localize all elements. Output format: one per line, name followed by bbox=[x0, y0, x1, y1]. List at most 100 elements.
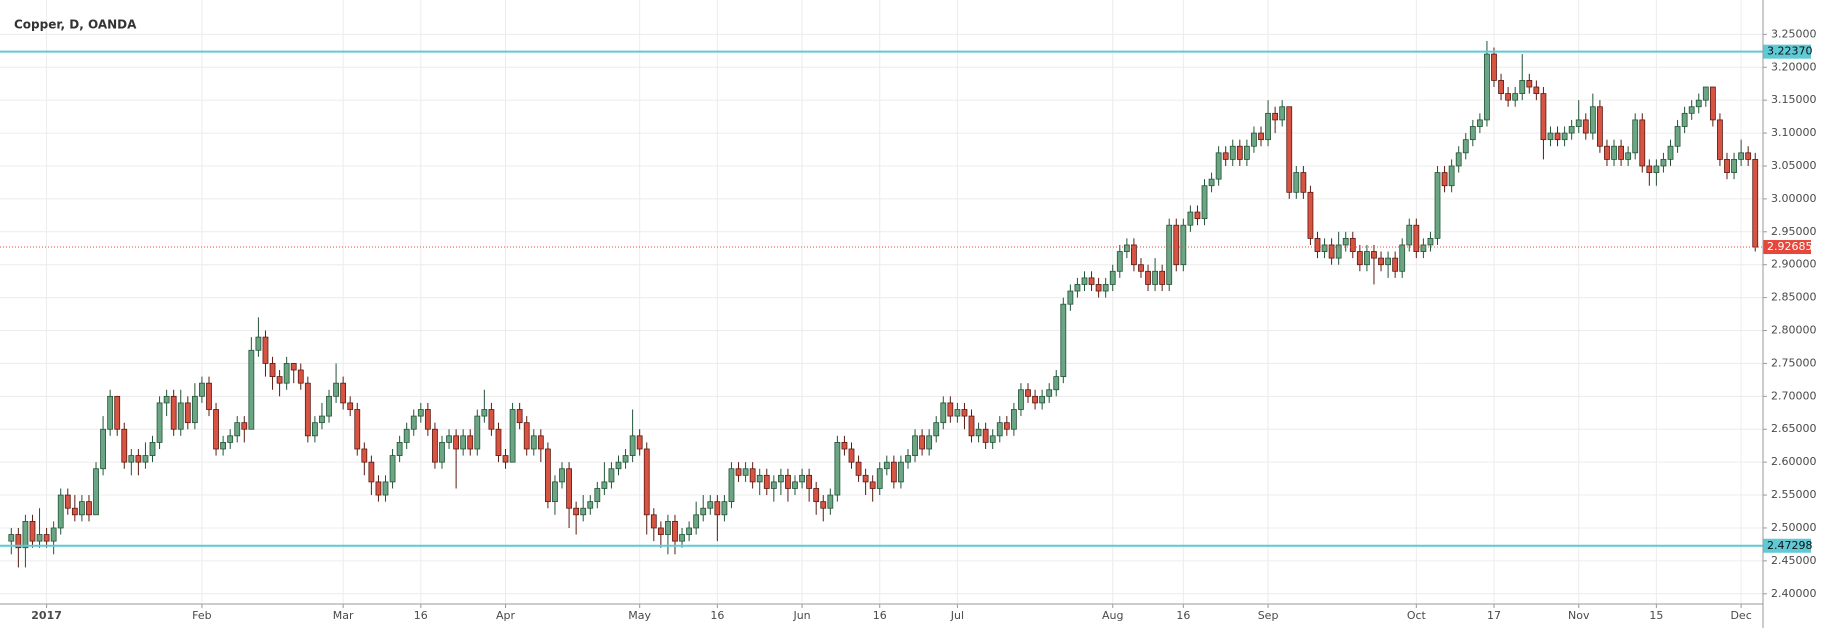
candle-body bbox=[1081, 277, 1088, 285]
candle-body bbox=[396, 442, 403, 456]
y-tick-label: 3.20000 bbox=[1771, 60, 1817, 73]
candle-body bbox=[199, 382, 205, 397]
x-tick-label: May bbox=[628, 609, 651, 622]
candle-body bbox=[912, 435, 918, 456]
candle-body bbox=[15, 534, 22, 549]
candle-body bbox=[530, 435, 537, 450]
candle-body bbox=[1639, 119, 1646, 167]
grid bbox=[0, 0, 1763, 603]
candle-body bbox=[36, 534, 43, 542]
candle-body bbox=[841, 442, 848, 450]
x-tick-label: 16 bbox=[414, 609, 428, 622]
candle-body bbox=[537, 435, 544, 450]
candle-body bbox=[460, 435, 467, 450]
candle-body bbox=[650, 514, 657, 529]
candle-body bbox=[1307, 191, 1314, 239]
candle-body bbox=[304, 382, 311, 437]
candle-body bbox=[1349, 237, 1356, 252]
y-tick-label: 2.60000 bbox=[1771, 455, 1817, 468]
candle-body bbox=[940, 402, 947, 424]
candle-body bbox=[1279, 106, 1286, 121]
candle-body bbox=[1046, 389, 1053, 397]
x-tick-label: Nov bbox=[1568, 609, 1590, 622]
candle-body bbox=[311, 422, 318, 437]
candle-body bbox=[657, 527, 664, 535]
candle-body bbox=[1646, 165, 1653, 173]
y-tick-label: 3.00000 bbox=[1771, 192, 1817, 205]
candle-body bbox=[410, 415, 417, 430]
x-tick-label: Mar bbox=[333, 609, 354, 622]
y-tick-label: 2.55000 bbox=[1771, 488, 1817, 501]
candle-body bbox=[693, 514, 700, 529]
candle-body bbox=[375, 481, 382, 496]
candle-body bbox=[982, 428, 989, 443]
candle-body bbox=[559, 468, 565, 483]
candle-body bbox=[890, 461, 897, 483]
candle-body bbox=[1314, 237, 1321, 252]
candle-body bbox=[1512, 93, 1519, 101]
candle-body bbox=[1159, 270, 1166, 285]
candle-body bbox=[1505, 93, 1512, 101]
candle-body bbox=[1095, 284, 1102, 292]
candle-body bbox=[1738, 152, 1745, 160]
candle-body bbox=[552, 481, 558, 503]
candle-body bbox=[1441, 172, 1448, 187]
candle-body bbox=[1752, 159, 1759, 248]
candle-body bbox=[919, 435, 925, 450]
candle-body bbox=[749, 468, 756, 483]
candle-body bbox=[961, 409, 968, 417]
candle-body bbox=[100, 428, 106, 470]
candle-body bbox=[467, 435, 474, 450]
candle-body bbox=[424, 409, 431, 430]
candle-body bbox=[1618, 145, 1624, 160]
candle-body bbox=[1392, 257, 1399, 272]
candle-body bbox=[580, 507, 587, 516]
candle-body bbox=[262, 336, 269, 364]
x-tick-label: Sep bbox=[1258, 609, 1279, 622]
candle-body bbox=[1010, 409, 1017, 430]
candle-body bbox=[269, 363, 276, 377]
price-label: 2.47298 bbox=[1767, 539, 1813, 552]
candle-body bbox=[905, 455, 911, 463]
candle-body bbox=[1236, 145, 1243, 160]
candle-body bbox=[297, 369, 304, 384]
candle-body bbox=[361, 448, 368, 463]
y-tick-label: 2.45000 bbox=[1771, 554, 1817, 567]
candle-body bbox=[1328, 244, 1335, 259]
candle-body bbox=[855, 461, 862, 476]
candle-body bbox=[792, 481, 798, 489]
candle-body bbox=[707, 501, 714, 509]
candle-body bbox=[1201, 185, 1208, 220]
candle-body bbox=[1335, 244, 1342, 259]
candle-body bbox=[453, 435, 460, 450]
candle-body bbox=[587, 501, 594, 509]
candle-body bbox=[326, 395, 332, 417]
candle-body bbox=[1667, 145, 1674, 160]
y-tick-label: 3.10000 bbox=[1771, 126, 1817, 139]
x-tick-label: Apr bbox=[496, 609, 516, 622]
candle-body bbox=[615, 461, 622, 470]
candle-body bbox=[799, 474, 805, 483]
candle-body bbox=[1653, 165, 1660, 173]
y-tick-label: 2.40000 bbox=[1771, 587, 1817, 600]
x-tick-label: Aug bbox=[1102, 609, 1123, 622]
candle-body bbox=[566, 468, 572, 509]
candle-body bbox=[135, 455, 142, 463]
candle-body bbox=[333, 382, 339, 397]
candle-body bbox=[1074, 284, 1081, 292]
candle-body bbox=[1356, 251, 1363, 266]
candle-body bbox=[1243, 145, 1250, 160]
candle-body bbox=[241, 422, 248, 430]
candle-body bbox=[22, 520, 29, 549]
price-label-box bbox=[1763, 538, 1811, 553]
candle-body bbox=[665, 520, 671, 535]
x-tick-label: 15 bbox=[1649, 609, 1663, 622]
candle-body bbox=[1547, 132, 1554, 141]
candle-body bbox=[417, 409, 424, 417]
candle-body bbox=[43, 534, 50, 542]
candle-body bbox=[64, 494, 71, 509]
candle-body bbox=[234, 422, 241, 437]
candle-body bbox=[1229, 145, 1236, 160]
candle-body bbox=[71, 507, 78, 516]
